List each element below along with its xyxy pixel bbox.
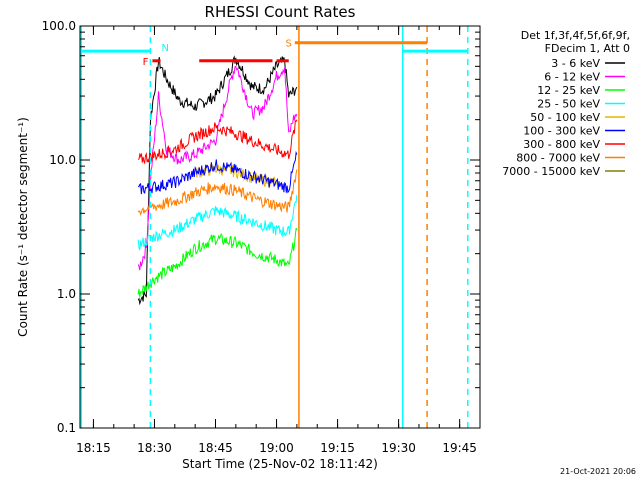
x-tick-label: 19:45 — [442, 441, 477, 455]
series-line — [137, 194, 298, 251]
x-tick-label: 19:30 — [381, 441, 416, 455]
series-line — [137, 150, 298, 195]
y-axis: 0.1 1.0 10.0 100.0 — [42, 19, 480, 435]
date-stamp: 21-Oct-2021 20:06 — [560, 467, 636, 476]
x-tick-label: 18:15 — [76, 441, 111, 455]
annotation-layer: F N S — [80, 26, 469, 428]
series-line — [137, 227, 298, 298]
series-line — [137, 55, 298, 306]
y-tick-label: 100.0 — [42, 19, 76, 33]
saa-flag-label: S — [285, 39, 291, 50]
legend-label: 3 - 6 keV — [551, 57, 600, 70]
series-line — [137, 119, 298, 165]
x-axis: 18:15 18:30 18:45 19:00 19:15 19:30 19:45 — [76, 26, 481, 455]
x-tick-label: 18:45 — [198, 441, 233, 455]
series-line — [194, 163, 277, 189]
y-tick-label: 1.0 — [57, 287, 76, 301]
x-tick-label: 19:15 — [320, 441, 355, 455]
legend-label: 7000 - 15000 keV — [502, 165, 600, 178]
legend-label: 12 - 25 keV — [537, 84, 600, 97]
series-line — [137, 169, 298, 217]
legend-label: 50 - 100 keV — [530, 111, 600, 124]
legend-header: FDecim 1, Att 0 — [545, 42, 630, 55]
flare-flag-label: F — [143, 57, 149, 68]
legend-header: Det 1f,3f,4f,5f,6f,9f, — [521, 29, 630, 42]
legend-label: 800 - 7000 keV — [516, 152, 600, 165]
legend-label: 300 - 800 keV — [523, 138, 600, 151]
x-axis-label: Start Time (25-Nov-02 18:11:42) — [182, 457, 378, 471]
y-axis-label: Count Rate (s⁻¹ detector segment⁻¹) — [16, 117, 30, 337]
legend-label: 100 - 300 keV — [523, 125, 600, 138]
legend-label: 6 - 12 keV — [544, 71, 600, 84]
chart-title: RHESSI Count Rates — [205, 3, 356, 21]
x-tick-label: 18:30 — [137, 441, 172, 455]
plot-frame — [79, 25, 481, 429]
y-tick-label: 10.0 — [49, 153, 76, 167]
series-lines — [137, 55, 298, 306]
legend-label: 25 - 50 keV — [537, 98, 600, 111]
legend: Det 1f,3f,4f,5f,6f,9f,FDecim 1, Att 0 3 -… — [502, 29, 630, 178]
night-flag-label: N — [161, 43, 168, 54]
x-tick-label: 19:00 — [259, 441, 294, 455]
y-tick-label: 0.1 — [57, 421, 76, 435]
